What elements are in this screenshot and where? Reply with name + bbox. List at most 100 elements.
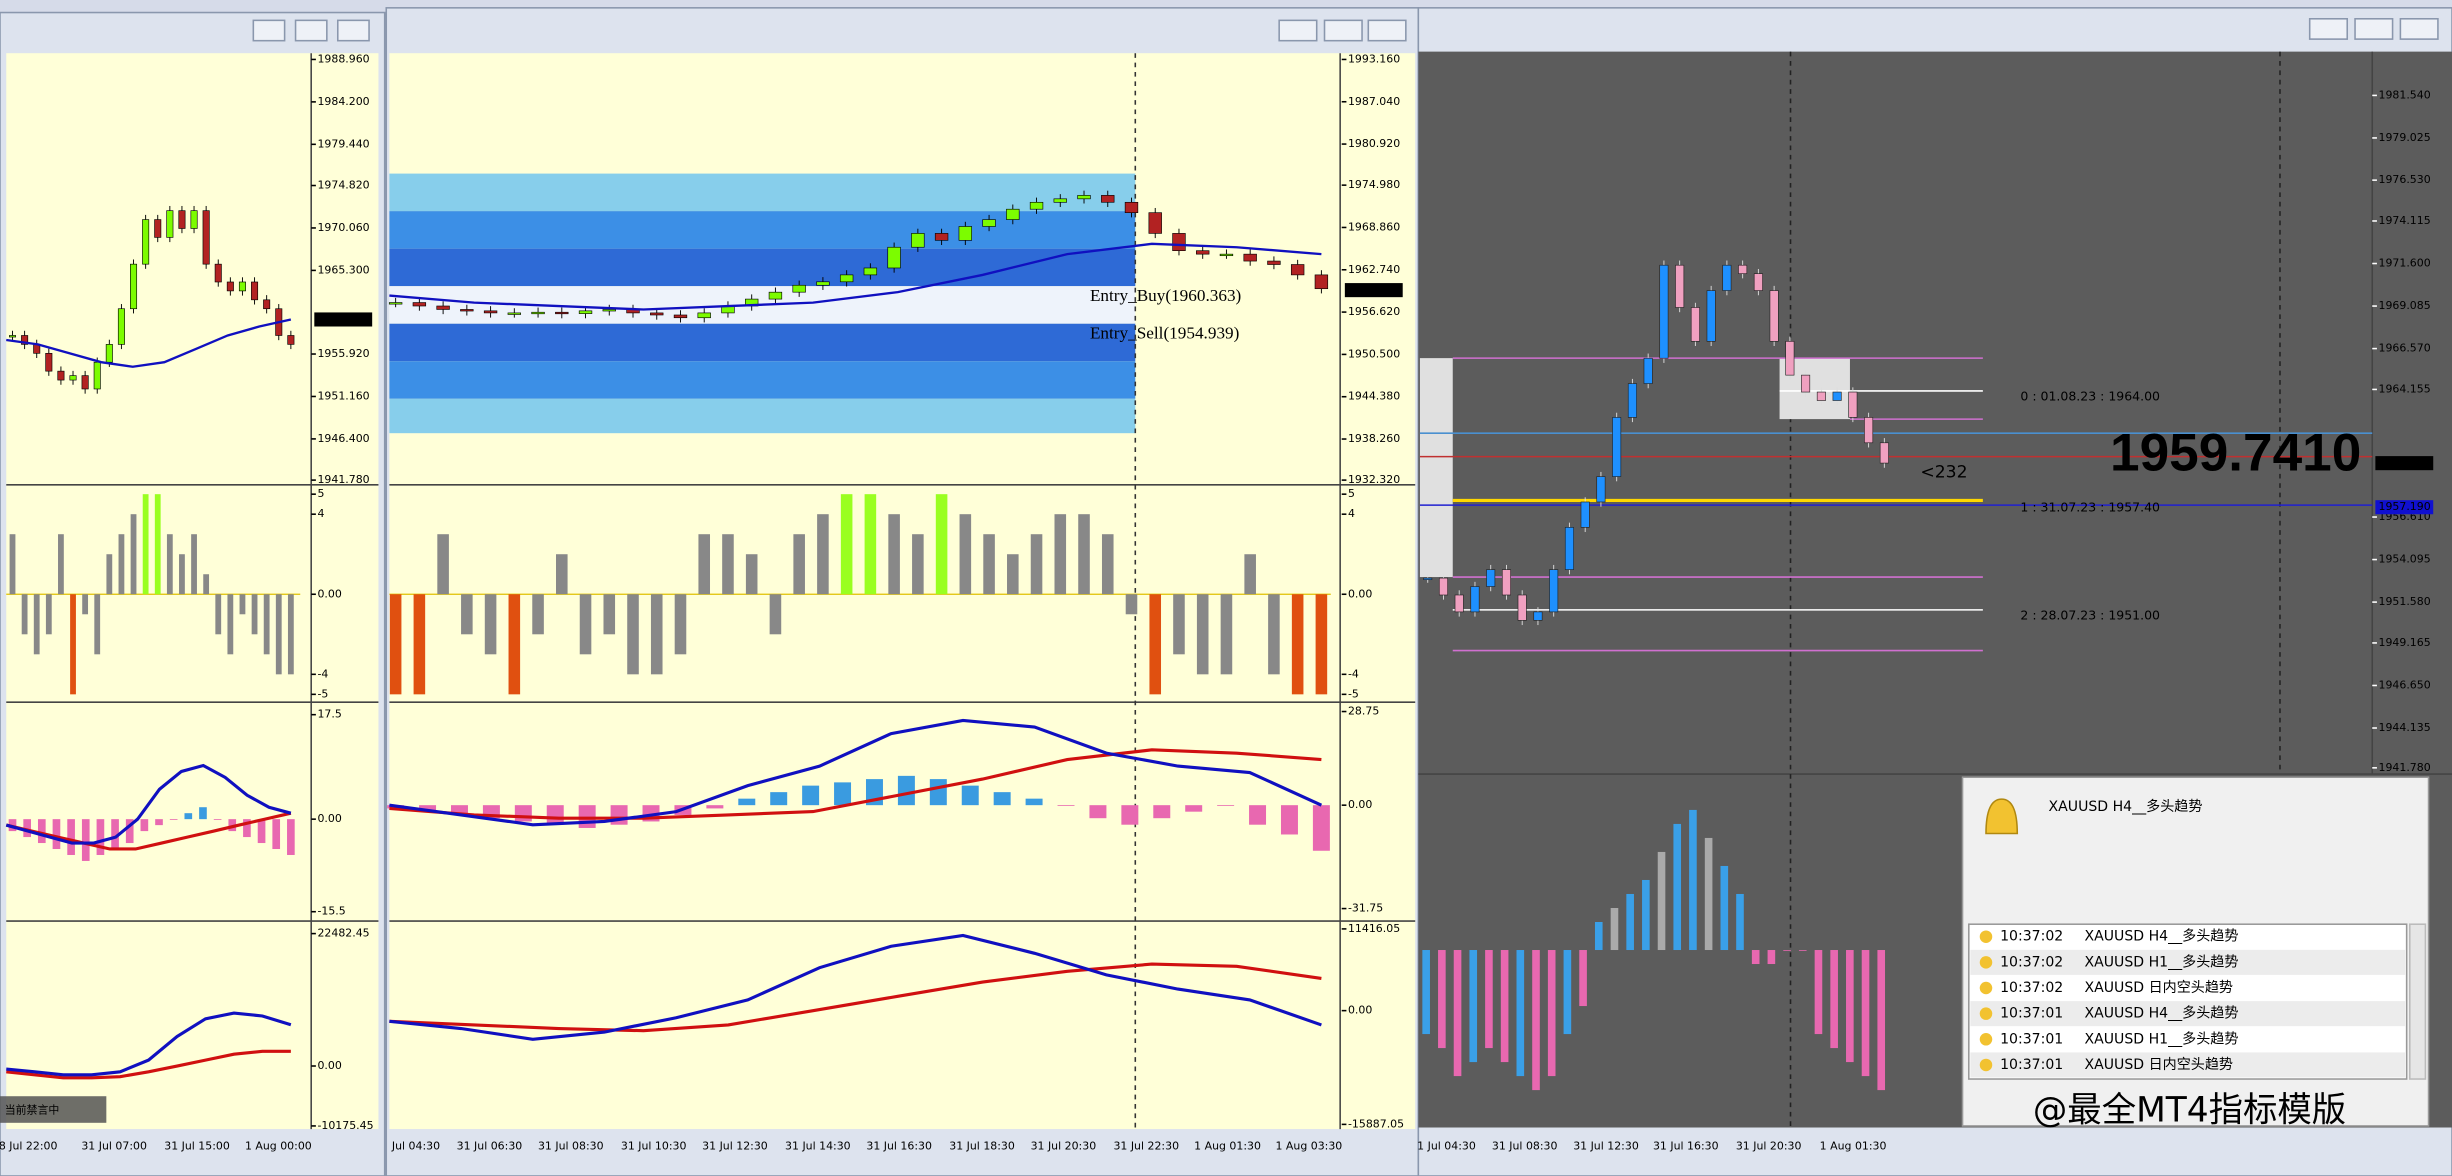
histogram-bar (1751, 950, 1760, 965)
histogram-bar (58, 534, 64, 595)
x-tick-label: 1 Aug 03:30 (1275, 1139, 1342, 1152)
signal-line (389, 962, 1322, 1033)
histogram-bar (1057, 805, 1075, 806)
alert-message: XAUUSD H4__多头趋势 (2085, 1005, 2239, 1022)
y-tick-label: 1988.960 (317, 52, 369, 65)
candle (1675, 264, 1685, 308)
candle (1486, 569, 1496, 587)
y-tick-label: 1946.400 (317, 432, 369, 445)
histogram-bar (272, 819, 281, 850)
candle (93, 361, 101, 390)
candle (768, 291, 783, 300)
candle (863, 267, 878, 276)
y-tick-label: 1949.165 (2379, 636, 2431, 649)
alert-time: 10:37:01 (2000, 1031, 2063, 1047)
entry-buy: Entry_Buy(1960.363) (1090, 286, 1241, 305)
histogram-bar (33, 594, 40, 655)
y-tick-label: 0.00 (317, 1059, 341, 1072)
histogram-bar (961, 785, 979, 806)
x-tick-label: 31 Jul 16:30 (866, 1139, 932, 1152)
candle (1879, 442, 1889, 464)
candle (839, 274, 854, 283)
candle (555, 311, 569, 315)
y-tick-label: 5 (317, 487, 324, 500)
histogram-bar (1798, 950, 1807, 951)
x-tick-label: 1 Jul 04:30 (1417, 1139, 1476, 1152)
candle (130, 263, 138, 310)
candle (1470, 586, 1480, 613)
histogram-bar (287, 819, 295, 855)
candle (1864, 417, 1874, 444)
histogram-bar (67, 819, 75, 855)
current-price: 1959.796 (1348, 283, 1400, 296)
histogram-bar (769, 594, 782, 635)
histogram-bar (154, 494, 161, 595)
y-tick-label: 1981.540 (2379, 88, 2431, 101)
histogram-bar (1125, 594, 1138, 615)
histogram-bar (935, 494, 948, 595)
alert-message: XAUUSD H4__多头趋势 (2085, 928, 2239, 945)
histogram-bar (514, 805, 532, 822)
histogram-bar (983, 534, 995, 595)
histogram-bar (508, 594, 521, 695)
histogram-bar (650, 594, 663, 675)
histogram-bar (1547, 950, 1556, 1077)
chart-content: 1988.960 1984.200 1979.440 1974.820 1970.060… (0, 52, 2434, 1152)
candle (1659, 264, 1669, 359)
candle (1722, 264, 1732, 291)
current-price-tag (314, 312, 373, 327)
histogram-bar (770, 792, 788, 806)
y-tick-label: 0.00 (1348, 1004, 1372, 1017)
candle (1423, 577, 1433, 580)
histogram-bar (437, 534, 449, 595)
x-tick-label: 31 Jul 07:00 (81, 1139, 147, 1152)
histogram-bar (578, 805, 596, 828)
histogram-bar (1485, 950, 1493, 1049)
alert-icon (1979, 981, 1993, 995)
histogram-bar (1089, 805, 1107, 819)
histogram-bar (239, 594, 246, 615)
alert-row-bg (1970, 949, 2406, 975)
candle (9, 335, 17, 338)
y-tick-label: 1964.155 (2379, 382, 2431, 395)
candle (1580, 501, 1590, 528)
histogram-bar (793, 534, 805, 595)
candle (911, 233, 925, 248)
alert-icon (1979, 1033, 1993, 1046)
histogram-bar (169, 819, 178, 820)
histogram-bar (287, 594, 294, 675)
y-tick-label: 1944.380 (1348, 390, 1400, 403)
candle (1627, 383, 1637, 418)
candle (251, 281, 259, 301)
candle (1769, 290, 1779, 342)
y-tick-label: 1987.040 (1348, 95, 1400, 108)
candle (117, 308, 125, 345)
x-tick-label: 31 Jul 06:30 (457, 1139, 523, 1152)
window-buttons[interactable] (252, 18, 2439, 42)
histogram-bar (37, 819, 46, 844)
histogram-bar (1689, 809, 1697, 951)
candle (287, 335, 295, 345)
candle (1816, 391, 1826, 401)
histogram-bar (263, 594, 270, 655)
y-tick-label: 1968.860 (1348, 220, 1400, 233)
y-tick-label: -5 (1348, 687, 1359, 700)
candle (238, 281, 246, 292)
candle (1454, 594, 1464, 613)
current-price: 1959.796 (317, 312, 369, 325)
candle (1738, 264, 1748, 274)
candle (142, 219, 150, 265)
candle (1314, 274, 1329, 290)
y-tick-label: 4 (317, 507, 324, 520)
x-tick-label: 31 Jul 22:30 (1113, 1139, 1179, 1152)
histogram-bar (413, 594, 426, 695)
histogram-bar (1220, 594, 1233, 675)
candle (1643, 357, 1653, 384)
histogram-bar (419, 805, 437, 812)
histogram-bar (1594, 921, 1603, 951)
alert-message: XAUUSD H1__多头趋势 (2085, 1030, 2239, 1047)
candle (1124, 201, 1139, 213)
histogram-bar (94, 594, 101, 655)
histogram-bar (9, 534, 16, 595)
